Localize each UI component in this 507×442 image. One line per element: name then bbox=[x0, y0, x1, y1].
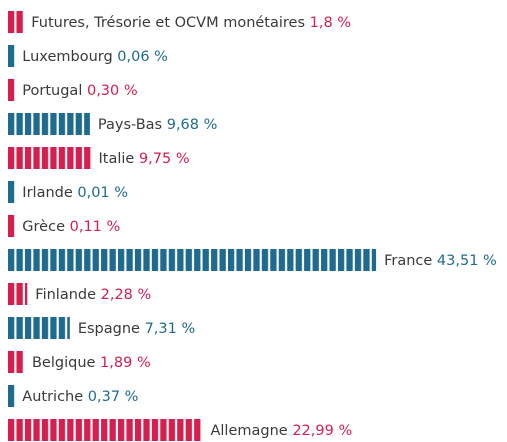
value-label: 9,68 % bbox=[167, 117, 218, 133]
bar bbox=[8, 419, 203, 441]
bar-label: Irlande 0,01 % bbox=[22, 185, 128, 201]
bar bbox=[8, 215, 15, 237]
bar-label: Finlande 2,28 % bbox=[35, 287, 151, 303]
value-label: 0,37 % bbox=[88, 389, 139, 405]
bar-label: Portugal 0,30 % bbox=[22, 83, 137, 99]
bar bbox=[8, 79, 15, 101]
value-label: 2,28 % bbox=[101, 287, 152, 303]
category-label: Autriche bbox=[22, 389, 83, 405]
category-label: Pays-Bas bbox=[98, 117, 162, 133]
value-label: 9,75 % bbox=[139, 151, 190, 167]
category-label: Allemagne bbox=[210, 423, 287, 439]
bar-label: Luxembourg 0,06 % bbox=[22, 49, 168, 65]
bar-label: Grèce 0,11 % bbox=[22, 219, 120, 235]
value-label: 1,89 % bbox=[100, 355, 151, 371]
value-label: 1,8 % bbox=[310, 15, 351, 31]
bar bbox=[8, 385, 15, 407]
value-label: 0,30 % bbox=[87, 83, 138, 99]
value-label: 0,11 % bbox=[70, 219, 121, 235]
category-label: France bbox=[384, 253, 432, 269]
bar-label: Pays-Bas 9,68 % bbox=[98, 117, 218, 133]
bar-label: Italie 9,75 % bbox=[98, 151, 189, 167]
bar-label: Allemagne 22,99 % bbox=[210, 423, 352, 439]
bar bbox=[8, 147, 91, 169]
category-label: Irlande bbox=[22, 185, 73, 201]
category-label: Belgique bbox=[32, 355, 96, 371]
bar bbox=[8, 317, 70, 339]
category-label: Italie bbox=[98, 151, 134, 167]
bar bbox=[8, 351, 24, 373]
value-label: 43,51 % bbox=[437, 253, 497, 269]
bar bbox=[8, 45, 15, 67]
bar-label: France 43,51 % bbox=[384, 253, 497, 269]
bar bbox=[8, 113, 90, 135]
category-label: Finlande bbox=[35, 287, 96, 303]
value-label: 0,06 % bbox=[117, 49, 168, 65]
bar bbox=[8, 283, 28, 305]
bar-label: Espagne 7,31 % bbox=[78, 321, 195, 337]
category-label: Grèce bbox=[22, 219, 65, 235]
category-label: Futures, Trésorie et OCVM monétaires bbox=[31, 15, 305, 31]
value-label: 7,31 % bbox=[145, 321, 196, 337]
category-label: Luxembourg bbox=[22, 49, 112, 65]
bar-label: Futures, Trésorie et OCVM monétaires 1,8… bbox=[31, 15, 351, 31]
category-label: Espagne bbox=[78, 321, 140, 337]
bar bbox=[8, 249, 377, 271]
value-label: 22,99 % bbox=[292, 423, 352, 439]
category-label: Portugal bbox=[22, 83, 82, 99]
bar bbox=[8, 181, 15, 203]
value-label: 0,01 % bbox=[77, 185, 128, 201]
bar-label: Belgique 1,89 % bbox=[32, 355, 151, 371]
bar bbox=[8, 11, 24, 33]
bar-label: Autriche 0,37 % bbox=[22, 389, 138, 405]
